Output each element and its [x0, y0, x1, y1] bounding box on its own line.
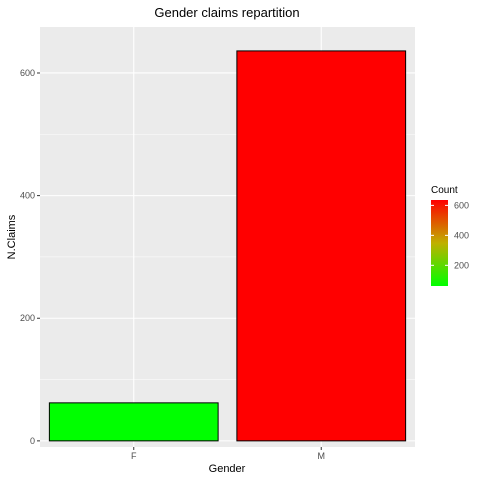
legend-label: 200 — [454, 260, 469, 270]
legend-label: 600 — [454, 200, 469, 210]
x-tick-label: F — [131, 451, 137, 461]
y-tick-label: 400 — [20, 191, 35, 201]
legend-title: Count — [431, 185, 458, 196]
y-axis-title: N.Claims — [6, 214, 18, 259]
y-tick-label: 600 — [20, 68, 35, 78]
legend-colorbar — [431, 200, 448, 286]
y-tick-label: 200 — [20, 313, 35, 323]
legend-label: 400 — [454, 230, 469, 240]
bar-f — [48, 402, 219, 442]
y-axis: 0 200 400 600 — [20, 68, 40, 446]
legend-ticks: 200 400 600 — [431, 200, 469, 270]
chart-title: Gender claims repartition — [154, 5, 299, 20]
x-tick-label: M — [318, 451, 326, 461]
x-axis-title: Gender — [209, 463, 246, 475]
y-tick-label: 0 — [30, 436, 35, 446]
bar-m — [236, 50, 407, 442]
bars — [48, 50, 407, 442]
legend: Count 200 400 600 — [431, 185, 469, 286]
